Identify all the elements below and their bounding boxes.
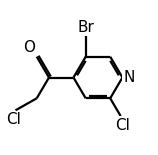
Text: Cl: Cl: [6, 112, 21, 127]
Text: O: O: [23, 40, 35, 55]
Text: Cl: Cl: [115, 117, 130, 133]
Text: N: N: [123, 70, 135, 85]
Text: Br: Br: [77, 20, 94, 35]
